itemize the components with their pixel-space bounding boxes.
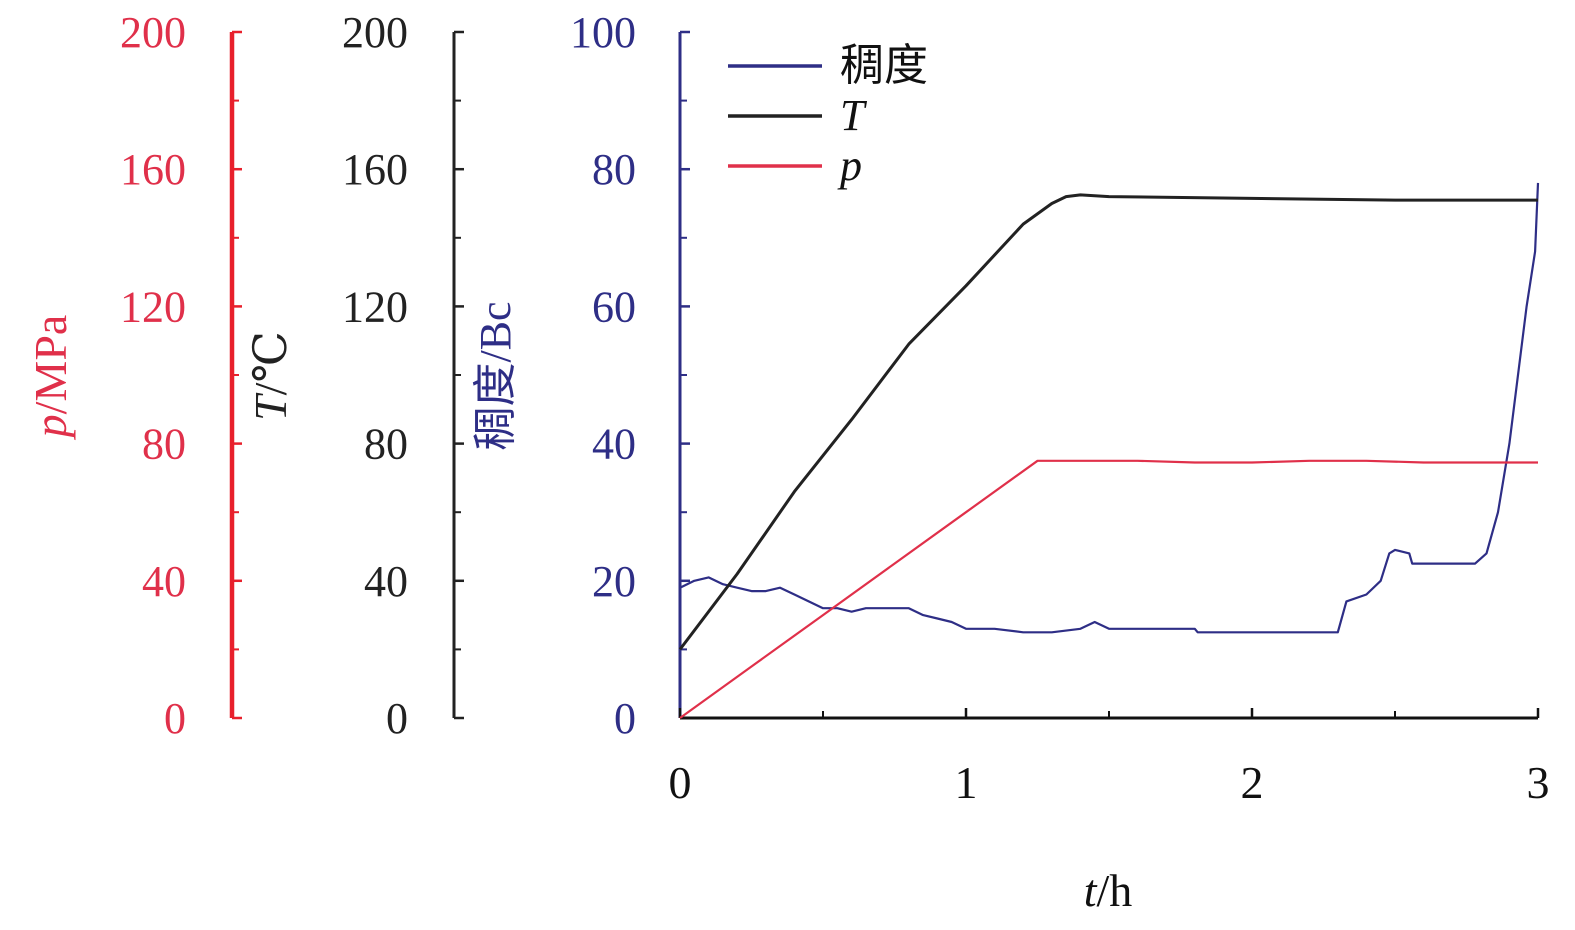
x-tick-label: 0 <box>669 757 692 808</box>
legend-label-p: p <box>837 141 862 190</box>
tick-label-T: 40 <box>364 557 408 606</box>
x-axis-label-italic: t <box>1084 865 1098 916</box>
axis-T: 0 40 80 120 160 200 <box>342 8 464 743</box>
tick-label-p: 0 <box>164 694 186 743</box>
ylabel-consistency: 稠度/Bc <box>471 301 520 450</box>
x-tick-label: 3 <box>1527 757 1550 808</box>
legend-label-consistency: 稠度 <box>840 41 928 90</box>
tick-label-p: 200 <box>120 8 186 57</box>
tick-label-consistency: 60 <box>592 282 636 331</box>
tick-label-consistency: 40 <box>592 420 636 469</box>
x-tick-label: 1 <box>955 757 978 808</box>
tick-label-T: 160 <box>342 145 408 194</box>
series-line-T <box>678 193 1538 651</box>
ylabel-T: T/℃ <box>245 331 296 421</box>
tick-label-consistency: 80 <box>592 145 636 194</box>
ylabel-p: p/MPa <box>25 315 76 441</box>
tick-label-T: 120 <box>342 282 408 331</box>
legend-label-T: T <box>840 91 868 140</box>
tick-label-p: 80 <box>142 420 186 469</box>
axis-consistency: 0 20 40 60 80 100 <box>570 8 690 743</box>
x-axis-label-unit: /h <box>1097 865 1133 916</box>
series-line-consistency <box>679 182 1540 634</box>
axis-p: 0 40 80 120 160 200 <box>120 8 242 743</box>
tick-label-p: 160 <box>120 145 186 194</box>
tick-label-consistency: 20 <box>592 557 636 606</box>
tick-label-consistency: 0 <box>614 694 636 743</box>
tick-label-p: 40 <box>142 557 186 606</box>
x-tick-label: 2 <box>1241 757 1264 808</box>
tick-label-T: 200 <box>342 8 408 57</box>
x-axis-label: t/h <box>1084 865 1133 916</box>
ylabel-p-italic: p <box>25 414 76 440</box>
x-axis: 0 1 2 3 <box>669 708 1550 808</box>
series-line-p <box>679 459 1538 719</box>
ylabel-p-unit: /MPa <box>25 315 76 415</box>
tick-label-consistency: 100 <box>570 8 636 57</box>
tick-label-p: 120 <box>120 282 186 331</box>
ylabel-T-unit: /℃ <box>245 331 296 395</box>
tick-label-T: 0 <box>386 694 408 743</box>
ylabel-T-italic: T <box>245 392 296 421</box>
tick-label-T: 80 <box>364 420 408 469</box>
